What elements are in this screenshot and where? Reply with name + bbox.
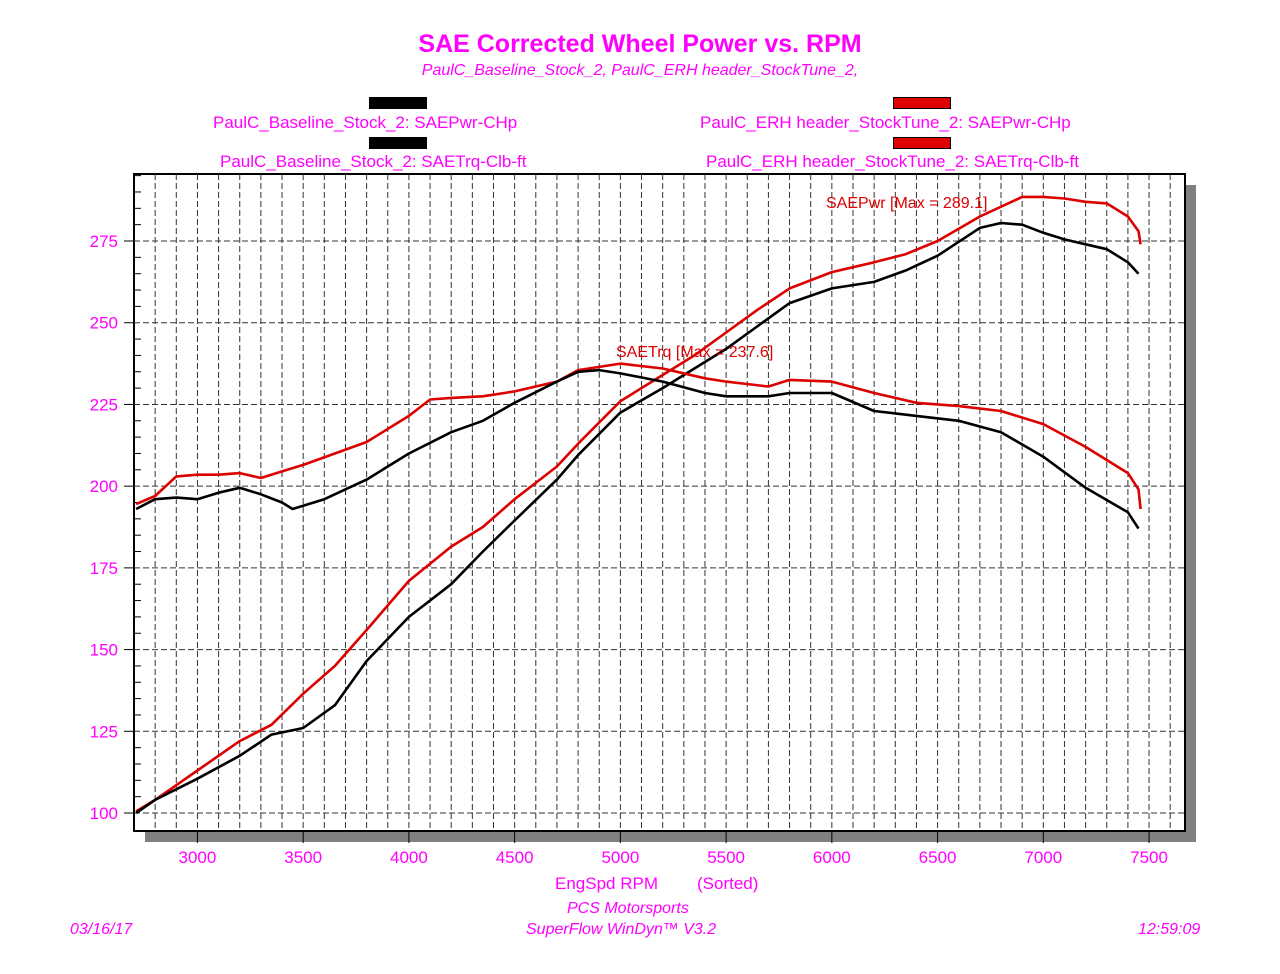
x-tick-label: 7500: [1130, 848, 1168, 867]
chart-subtitle: PaulC_Baseline_Stock_2, PaulC_ERH header…: [421, 62, 859, 79]
x-tick-label: 7000: [1024, 848, 1062, 867]
series-line-base_torque: [135, 368, 1140, 530]
legend-swatch-baseline-torque: [369, 137, 427, 149]
y-tick-label: 225: [90, 395, 118, 414]
annotation-torque-max: SAETrq [Max = 237.6]: [616, 344, 773, 361]
y-tick-label: 175: [90, 559, 118, 578]
y-tick-label: 275: [90, 232, 118, 251]
series-line-base_power: [135, 221, 1140, 815]
x-tick-label: 3500: [284, 848, 322, 867]
legend-label-baseline-power: PaulC_Baseline_Stock_2: SAEPwr-CHp: [213, 113, 518, 132]
x-tick-label: 6000: [813, 848, 851, 867]
x-tick-label: 5500: [707, 848, 745, 867]
footer-company: PCS Motorsports: [567, 900, 689, 917]
y-tick-label: 200: [90, 477, 118, 496]
annotation-power-max: SAEPwr [Max = 289.1]: [826, 195, 987, 212]
y-tick-label: 250: [90, 314, 118, 333]
footer-software: SuperFlow WinDyn™ V3.2: [526, 921, 717, 938]
ticks: 100 125 150 175 200 225 250 275 3000 3500 4000 4500…: [90, 175, 1168, 867]
legend-swatch-baseline-power: [369, 97, 427, 109]
footer-date: 03/16/17: [70, 921, 133, 938]
y-tick-label: 125: [90, 722, 118, 741]
footer-time: 12:59:09: [1138, 921, 1201, 938]
series-group: [135, 195, 1142, 815]
x-axis-label: EngSpd RPM: [555, 874, 658, 893]
legend-swatch-erh-power: [893, 97, 951, 109]
plot-area: [133, 173, 1186, 832]
legend-label-erh-power: PaulC_ERH header_StockTune_2: SAEPwr-CHp: [700, 113, 1071, 132]
x-tick-label: 5000: [601, 848, 639, 867]
legend-label-baseline-torque: PaulC_Baseline_Stock_2: SAETrq-Clb-ft: [220, 152, 527, 171]
chart-title: SAE Corrected Wheel Power vs. RPM: [418, 30, 862, 58]
legend-label-erh-torque: PaulC_ERH header_StockTune_2: SAETrq-Clb…: [706, 152, 1079, 171]
x-tick-label: 4000: [390, 848, 428, 867]
series-line-erh_power: [135, 195, 1142, 813]
x-tick-label: 4500: [496, 848, 534, 867]
y-tick-label: 100: [90, 804, 118, 823]
grid: [134, 174, 1185, 831]
x-axis-label-note: (Sorted): [697, 874, 758, 893]
x-tick-label: 6500: [919, 848, 957, 867]
x-tick-label: 3000: [179, 848, 217, 867]
legend-swatch-erh-torque: [893, 137, 951, 149]
y-tick-label: 150: [90, 641, 118, 660]
